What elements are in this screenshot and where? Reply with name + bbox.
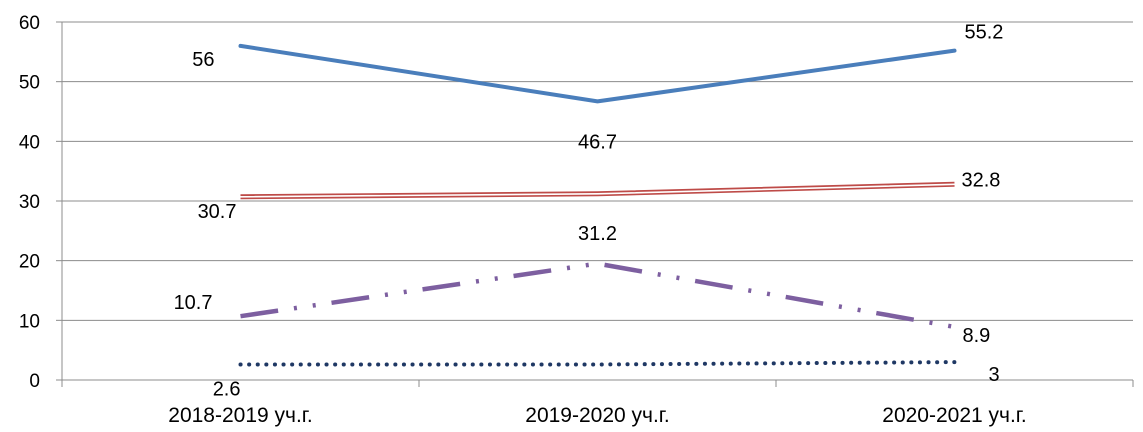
x-axis-ticks: 2018-2019 уч.г. 2019-2020 уч.г. 2020-2021 … bbox=[61, 380, 1134, 427]
data-label: 30.7 bbox=[198, 201, 237, 223]
series-line-2-inner bbox=[240, 183, 955, 198]
data-label: 8.9 bbox=[963, 325, 991, 347]
data-labels: 56 46.7 55.2 30.7 31.2 32.8 10.7 8.9 2.6 3 bbox=[174, 22, 1004, 401]
y-tick-label: 0 bbox=[29, 371, 40, 392]
y-tick-label: 50 bbox=[19, 73, 40, 94]
data-label: 46.7 bbox=[578, 131, 617, 153]
series-line-4 bbox=[238, 360, 957, 367]
data-label: 32.8 bbox=[962, 169, 1001, 191]
y-tick-label: 20 bbox=[19, 252, 40, 273]
data-label: 3 bbox=[989, 364, 1000, 386]
data-label: 55.2 bbox=[965, 22, 1004, 44]
series-lines bbox=[238, 43, 957, 367]
data-label: 31.2 bbox=[578, 223, 617, 245]
y-tick-label: 40 bbox=[19, 132, 40, 153]
y-axis-ticks: 0 10 20 30 40 50 60 bbox=[19, 13, 62, 392]
y-tick-label: 30 bbox=[19, 192, 40, 213]
x-tick-label: 2019-2020 уч.г. bbox=[525, 404, 669, 427]
data-label: 10.7 bbox=[174, 292, 213, 314]
gridlines bbox=[62, 21, 1133, 321]
y-tick-label: 60 bbox=[19, 13, 40, 34]
series-line-2 bbox=[240, 181, 955, 200]
data-label: 56 bbox=[192, 49, 214, 71]
data-label: 2.6 bbox=[213, 379, 241, 401]
x-tick-label: 2018-2019 уч.г. bbox=[168, 404, 312, 427]
y-tick-label: 10 bbox=[19, 311, 40, 332]
series-line-3 bbox=[240, 261, 955, 330]
x-tick-label: 2020-2021 уч.г. bbox=[882, 404, 1026, 427]
series-line-1 bbox=[238, 43, 957, 104]
